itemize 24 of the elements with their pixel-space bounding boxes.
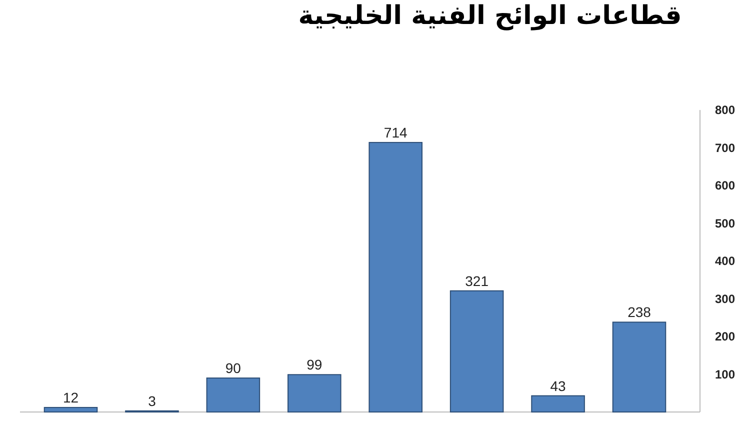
bar	[612, 322, 666, 412]
bar	[531, 395, 585, 412]
data-label: 99	[306, 356, 322, 373]
y-tick-label: 800	[714, 103, 736, 118]
bar	[368, 142, 422, 412]
data-label: 43	[550, 378, 566, 394]
y-tick-label: 400	[714, 254, 736, 268]
y-tick-label: 700	[714, 140, 736, 155]
data-label: 90	[225, 360, 242, 376]
chart-title: قطاعات الوائح الفنية الخليجية	[298, 1, 682, 31]
bar	[288, 374, 342, 412]
y-tick-label: 200	[714, 330, 736, 344]
data-label: 12	[62, 389, 79, 406]
y-tick-label: 300	[714, 292, 736, 306]
bar	[44, 406, 98, 412]
y-tick-label: 100	[714, 367, 736, 382]
y-tick-label: 600	[714, 178, 736, 193]
data-label: 3	[148, 392, 156, 409]
bar	[450, 290, 504, 412]
y-tick-label: 500	[714, 216, 736, 230]
data-label: 238	[628, 304, 652, 320]
data-label: 714	[384, 124, 408, 140]
bar	[206, 378, 260, 412]
data-label: 321	[465, 272, 489, 289]
